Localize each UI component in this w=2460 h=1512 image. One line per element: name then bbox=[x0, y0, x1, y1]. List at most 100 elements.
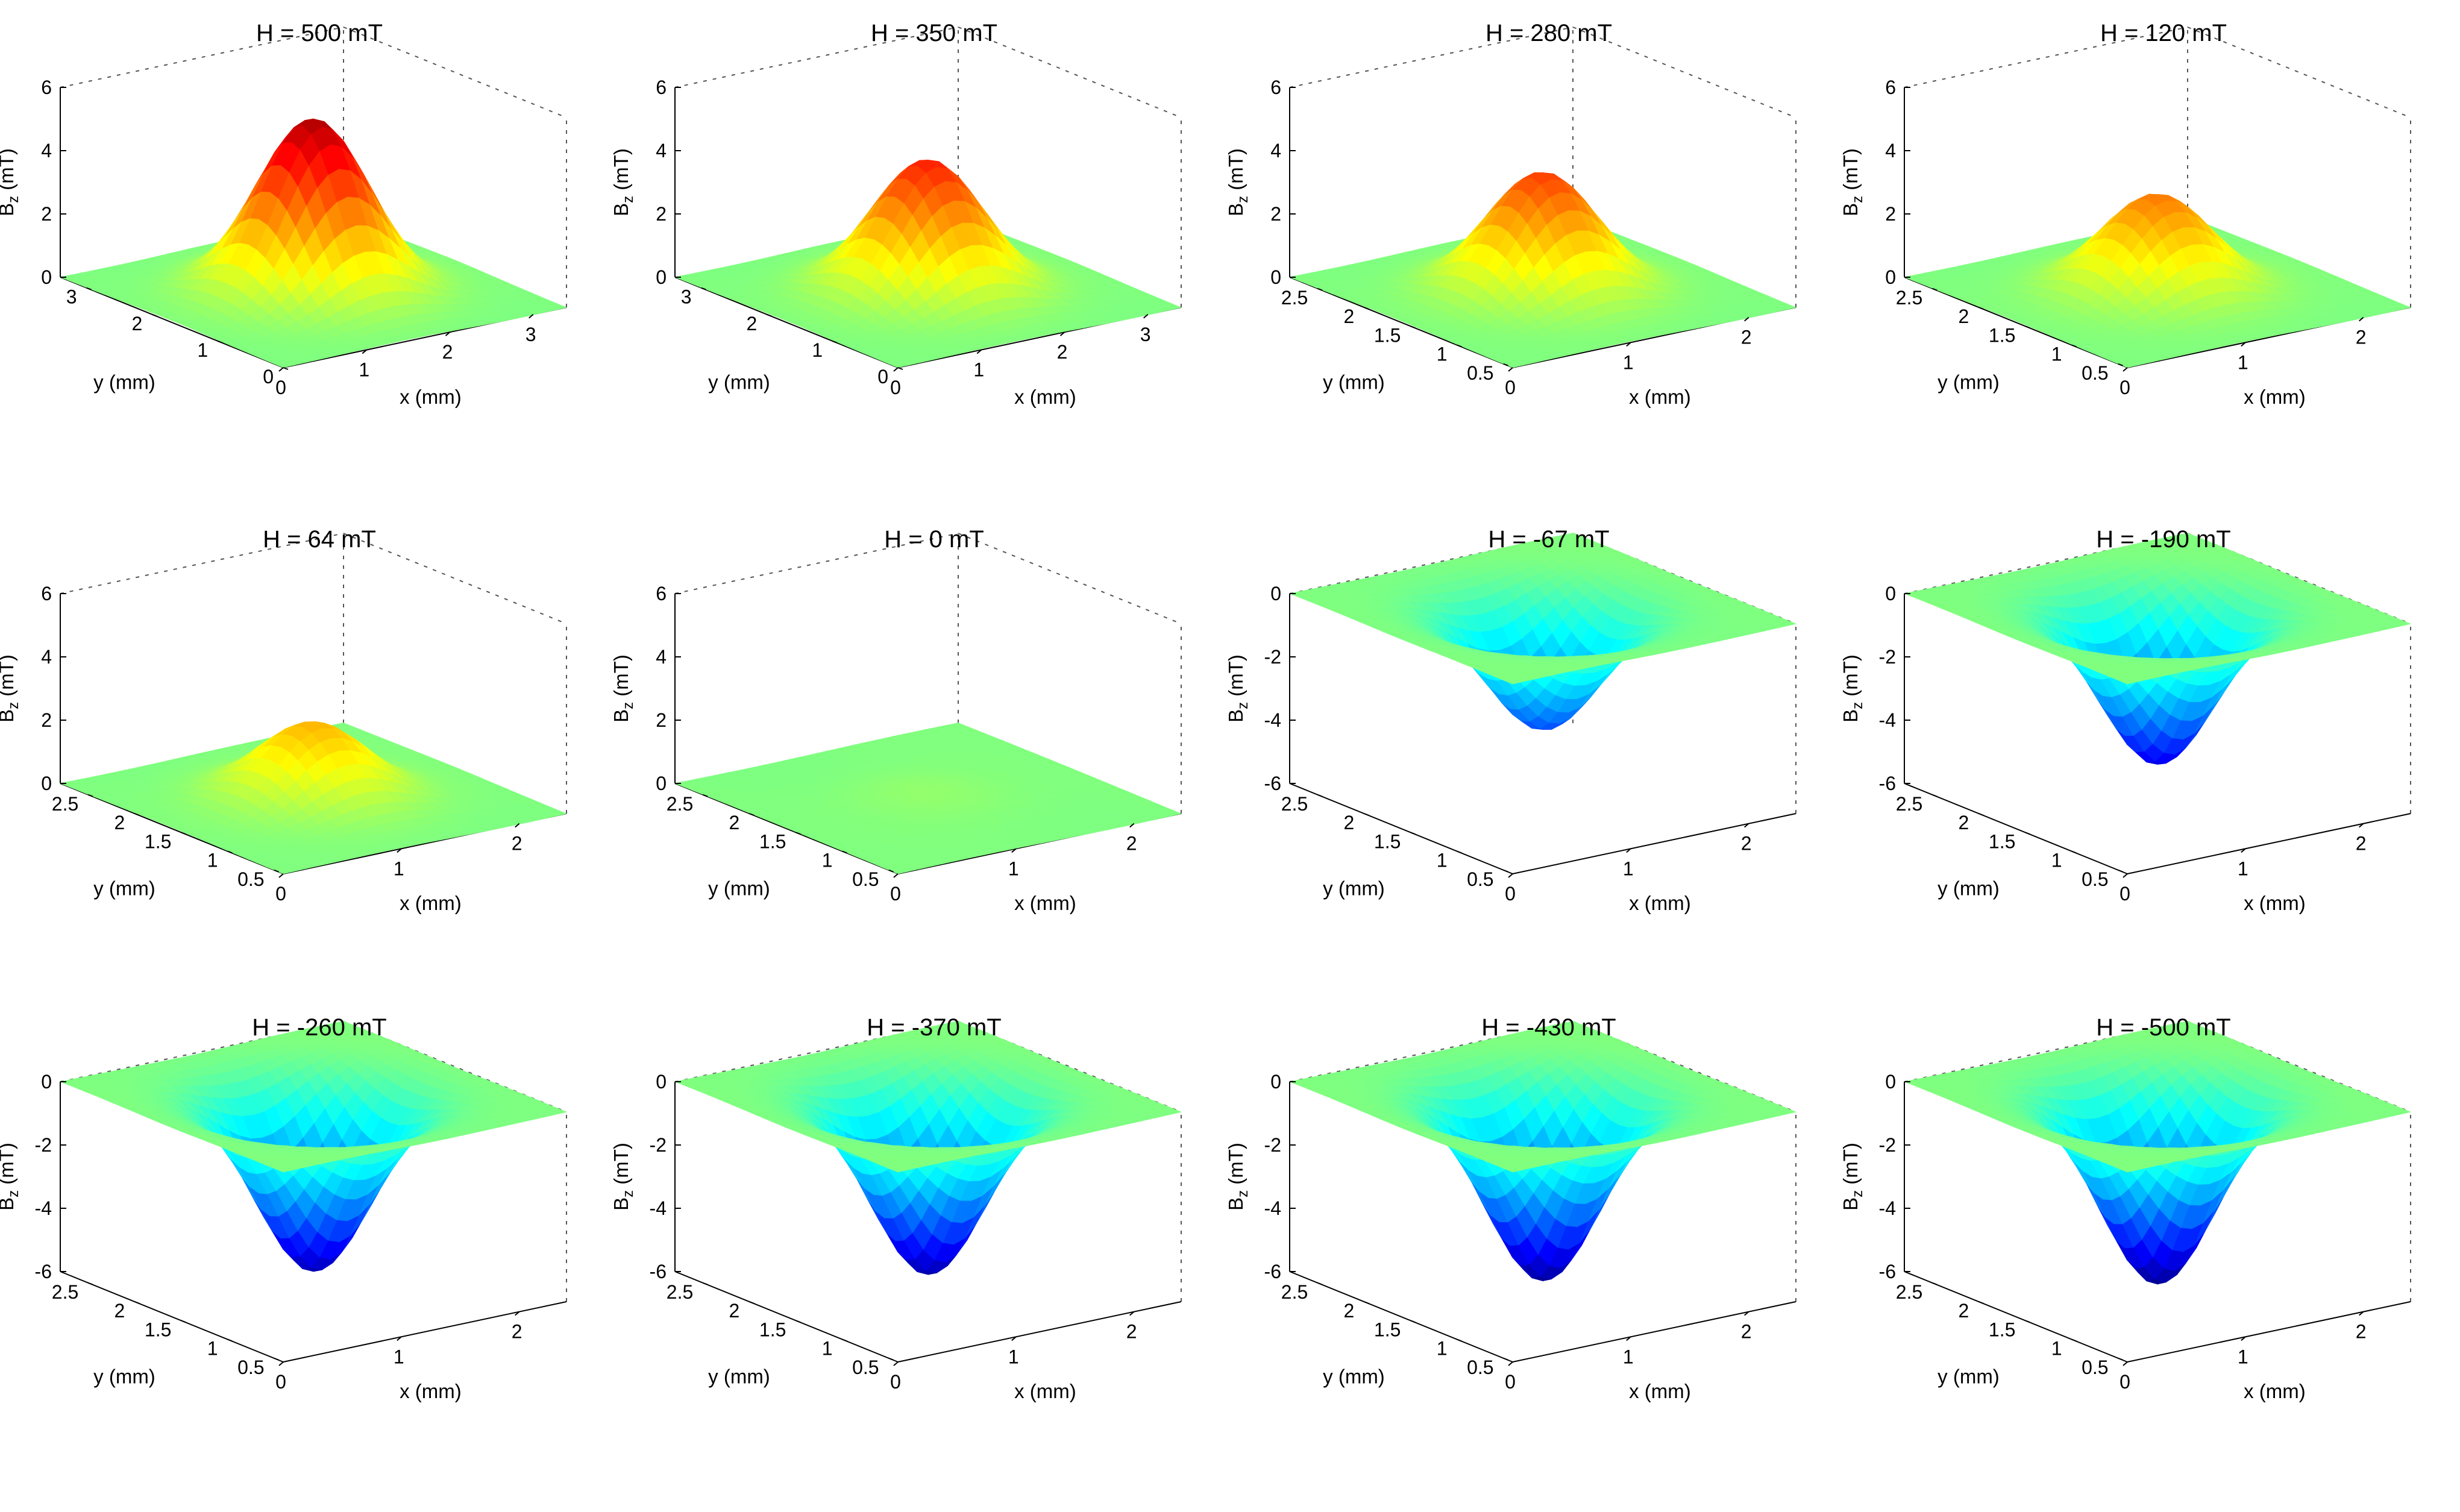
y-tick-mark bbox=[1363, 307, 1369, 310]
y-tick-mark bbox=[1317, 287, 1323, 291]
x-tick-label: 0 bbox=[275, 883, 286, 905]
x-axis-label: x (mm) bbox=[400, 892, 462, 914]
x-tick-mark bbox=[362, 349, 367, 354]
y-tick-mark bbox=[227, 850, 233, 854]
x-tick-mark bbox=[1059, 331, 1065, 336]
y-axis-label: y (mm) bbox=[708, 371, 770, 394]
y-axis-line bbox=[674, 783, 899, 874]
x-tick-label: 3 bbox=[1140, 324, 1151, 345]
x-tick-mark bbox=[1744, 316, 1749, 322]
z-tick-label: -4 bbox=[1264, 709, 1281, 731]
x-tick-label: 2 bbox=[442, 341, 453, 363]
surface-plot-panel: 0 -2 -4 -6 0 1 2 0.5 1 1.5 2 2.5 x (mm) y (mm) Bz (mT)… bbox=[1225, 518, 1844, 1022]
y-tick-mark bbox=[701, 287, 706, 290]
x-tick-mark bbox=[529, 314, 534, 319]
x-tick-mark bbox=[1508, 367, 1513, 372]
x-tick-label: 2 bbox=[1741, 833, 1752, 855]
x-axis-label: x (mm) bbox=[2244, 386, 2306, 408]
surface-mesh bbox=[1288, 172, 1797, 368]
y-tick-label: 2.5 bbox=[1281, 287, 1308, 309]
box-edge-line bbox=[1904, 27, 2188, 88]
y-tick-label: 0.5 bbox=[1467, 868, 1493, 890]
x-tick-label: 2 bbox=[1057, 341, 1068, 363]
x-tick-mark bbox=[1626, 848, 1631, 853]
x-tick-mark bbox=[893, 367, 899, 372]
x-axis-label: x (mm) bbox=[1014, 386, 1076, 408]
z-tick-label: 4 bbox=[656, 140, 667, 162]
z-tick-label: 6 bbox=[41, 583, 52, 604]
y-tick-label: 2.5 bbox=[667, 793, 693, 815]
surface-patch bbox=[1503, 677, 1525, 685]
z-tick-label: 2 bbox=[656, 709, 667, 731]
z-tick-label: 2 bbox=[41, 203, 52, 225]
z-tick-label: 0 bbox=[41, 266, 52, 288]
x-axis-label: x (mm) bbox=[400, 386, 462, 408]
surface-patch bbox=[274, 361, 295, 368]
y-tick-mark bbox=[217, 340, 223, 343]
z-tick-label: 4 bbox=[41, 646, 52, 668]
x-tick-mark bbox=[1508, 873, 1513, 878]
z-tick-label: 0 bbox=[656, 266, 667, 288]
x-tick-mark bbox=[278, 873, 284, 878]
z-axis-label: Bz (mT) bbox=[1839, 148, 1866, 216]
y-tick-mark bbox=[1931, 287, 1938, 291]
x-tick-label: 1 bbox=[359, 359, 369, 381]
surface-mesh bbox=[59, 721, 568, 874]
x-tick-label: 2 bbox=[1126, 833, 1137, 855]
y-tick-label: 2.5 bbox=[52, 793, 78, 815]
y-tick-label: 1 bbox=[1437, 850, 1448, 871]
y-tick-mark bbox=[767, 313, 772, 317]
y-axis-line bbox=[60, 277, 284, 368]
z-tick-label: 4 bbox=[1270, 140, 1281, 162]
x-tick-label: 2 bbox=[1741, 327, 1752, 348]
y-tick-mark bbox=[1457, 850, 1462, 854]
y-tick-mark bbox=[1410, 832, 1416, 835]
y-tick-label: 0.5 bbox=[1467, 362, 1493, 384]
x-axis-label: x (mm) bbox=[1014, 892, 1076, 914]
z-tick-label: -6 bbox=[1264, 773, 1281, 794]
z-tick-label: 0 bbox=[41, 773, 52, 794]
z-tick-label: 0 bbox=[1270, 583, 1281, 604]
y-tick-label: 3 bbox=[66, 286, 77, 308]
y-tick-label: 2 bbox=[132, 313, 143, 334]
y-tick-label: 1.5 bbox=[145, 830, 171, 852]
x-tick-label: 1 bbox=[1008, 858, 1019, 879]
y-tick-mark bbox=[842, 850, 847, 854]
box-edge-line bbox=[2187, 27, 2411, 118]
x-tick-label: 1 bbox=[973, 359, 984, 381]
box-edge-line bbox=[60, 27, 344, 88]
box-edge-line bbox=[958, 27, 1182, 118]
y-tick-label: 0.5 bbox=[852, 868, 879, 890]
x-tick-label: 2 bbox=[512, 833, 522, 855]
box-edge-line bbox=[674, 533, 959, 594]
box-edge-line bbox=[958, 533, 1182, 624]
z-tick-label: 2 bbox=[41, 709, 52, 731]
y-tick-mark bbox=[152, 313, 157, 317]
y-tick-label: 1.5 bbox=[1989, 324, 2015, 346]
y-tick-mark bbox=[283, 367, 289, 370]
y-tick-label: 1 bbox=[2051, 343, 2062, 365]
y-tick-label: 1 bbox=[822, 850, 833, 871]
y-axis-label: y (mm) bbox=[1938, 371, 2000, 394]
box-edge-line bbox=[1289, 27, 1574, 88]
box-edge-line bbox=[343, 533, 567, 624]
panel-title: H = 350 mT bbox=[871, 20, 997, 46]
y-tick-mark bbox=[274, 869, 279, 873]
x-tick-mark bbox=[397, 848, 402, 853]
y-tick-label: 1.5 bbox=[1374, 830, 1401, 852]
y-axis-label: y (mm) bbox=[93, 371, 155, 394]
y-axis-line bbox=[60, 783, 284, 874]
z-tick-label: 4 bbox=[656, 646, 667, 668]
z-tick-label: 0 bbox=[1885, 266, 1896, 288]
panel-title: H = 0 mT bbox=[884, 526, 984, 553]
x-axis-line bbox=[1512, 813, 1796, 874]
surface-mesh bbox=[674, 159, 1182, 368]
z-tick-label: 0 bbox=[1270, 266, 1281, 288]
y-axis-line bbox=[1904, 277, 2128, 368]
x-tick-mark bbox=[1129, 823, 1135, 828]
